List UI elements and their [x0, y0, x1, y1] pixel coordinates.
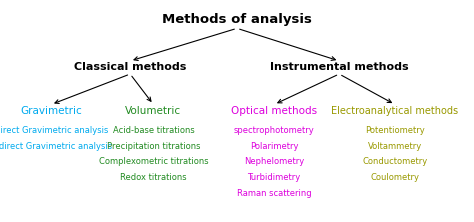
Text: Redox titrations: Redox titrations: [120, 173, 187, 182]
Text: Optical methods: Optical methods: [231, 106, 317, 116]
Text: Precipitation titrations: Precipitation titrations: [107, 142, 200, 151]
Text: Nephelometry: Nephelometry: [244, 157, 304, 166]
Text: Direct Gravimetric analysis: Direct Gravimetric analysis: [0, 126, 109, 135]
Text: Complexometric titrations: Complexometric titrations: [99, 157, 208, 166]
Text: Potentiometry: Potentiometry: [365, 126, 425, 135]
Text: Turbidimetry: Turbidimetry: [247, 173, 301, 182]
Text: Instrumental methods: Instrumental methods: [270, 62, 409, 73]
Text: Classical methods: Classical methods: [74, 62, 186, 73]
Text: Raman scattering: Raman scattering: [237, 189, 311, 198]
Text: Indirect Gravimetric analysis: Indirect Gravimetric analysis: [0, 142, 112, 151]
Text: Coulometry: Coulometry: [371, 173, 419, 182]
Text: Gravimetric: Gravimetric: [20, 106, 82, 116]
Text: Electroanalytical methods: Electroanalytical methods: [331, 106, 458, 116]
Text: Polarimetry: Polarimetry: [250, 142, 299, 151]
Text: Voltammetry: Voltammetry: [368, 142, 422, 151]
Text: Acid-base titrations: Acid-base titrations: [112, 126, 194, 135]
Text: spectrophotometry: spectrophotometry: [234, 126, 315, 135]
Text: Conductometry: Conductometry: [362, 157, 428, 166]
Text: Methods of analysis: Methods of analysis: [162, 13, 312, 26]
Text: Volumetric: Volumetric: [125, 106, 182, 116]
